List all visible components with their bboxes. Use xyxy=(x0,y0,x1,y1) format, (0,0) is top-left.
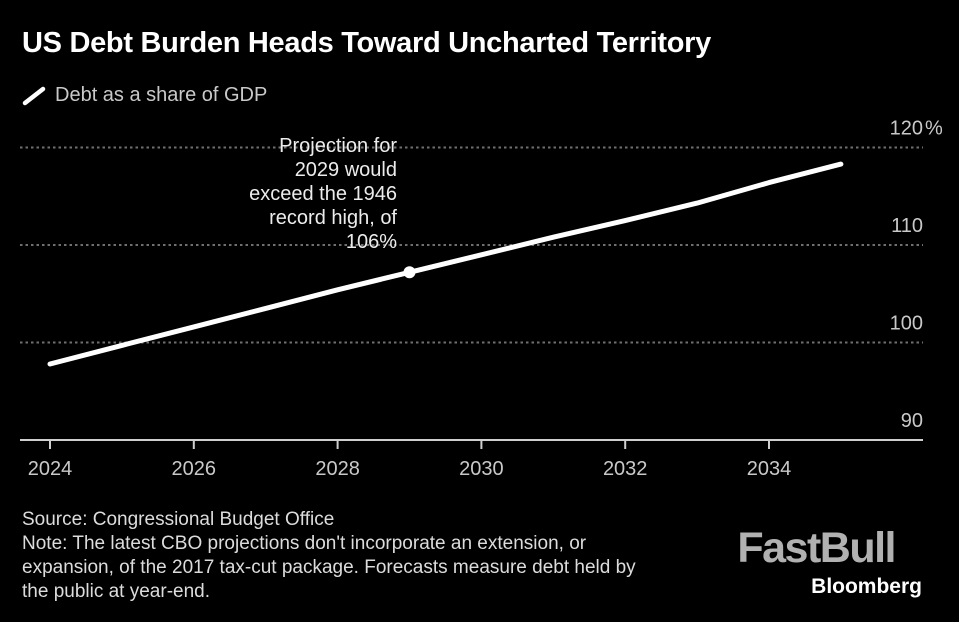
x-tick-label-2030: 2030 xyxy=(459,458,504,480)
bloomberg-logo: Bloomberg xyxy=(811,575,922,598)
source-text: Source: Congressional Budget Office xyxy=(22,509,335,530)
x-tick-label-2026: 2026 xyxy=(172,458,217,480)
x-tick-label-2034: 2034 xyxy=(747,458,792,480)
projection-2029-dot xyxy=(403,266,416,279)
x-tick-label-2032: 2032 xyxy=(603,458,648,480)
legend-label: Debt as a share of GDP xyxy=(55,84,268,106)
fastbull-logo: FastBull xyxy=(737,524,896,572)
legend: Debt as a share of GDP xyxy=(22,84,267,107)
note-text: Note: The latest CBO projections don't i… xyxy=(22,533,636,602)
footer: Source: Congressional Budget Office Note… xyxy=(22,508,742,604)
y-tick-label-120: 120 xyxy=(890,118,923,140)
y-tick-label-110: 110 xyxy=(891,215,923,237)
debt-share-line xyxy=(47,161,844,367)
y-tick-label-90: 90 xyxy=(901,410,923,432)
line-swatch-icon xyxy=(22,86,46,105)
debt-line-chart: 2024 2026 2028 2030 2032 2034 120 % 110 100 90 xyxy=(20,118,943,480)
chart-annotation: Projection for 2029 would exceed the 194… xyxy=(249,135,397,253)
x-tick-label-2024: 2024 xyxy=(28,458,73,480)
chart-title: US Debt Burden Heads Toward Uncharted Te… xyxy=(22,27,711,59)
x-tick-label-2028: 2028 xyxy=(315,458,360,480)
y-tick-label-100: 100 xyxy=(890,313,923,335)
y-tick-suffix-120: % xyxy=(925,118,943,140)
